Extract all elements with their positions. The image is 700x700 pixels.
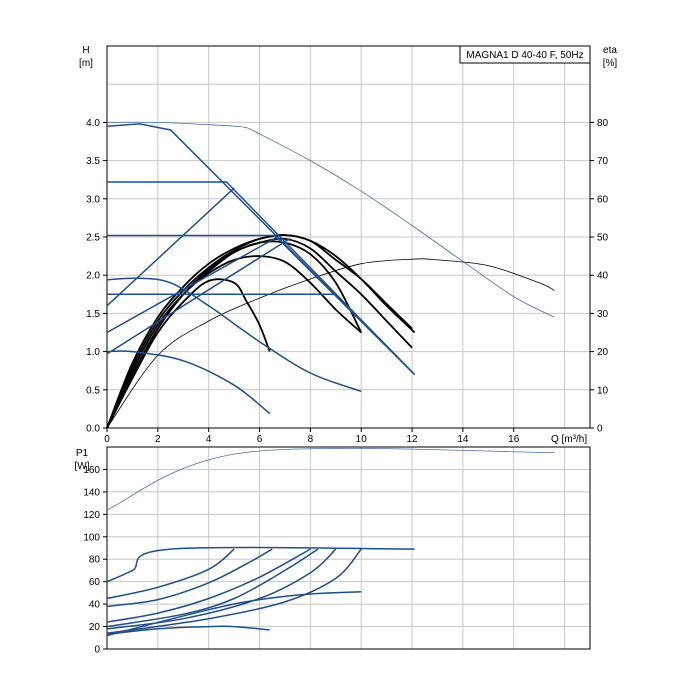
flow-ticks: 0 2 4 6 8 10 12 14 16 bbox=[104, 428, 520, 445]
power-axis-label: P1 bbox=[76, 448, 89, 459]
eta-ticks: 0 10 20 30 40 50 60 70 80 bbox=[590, 118, 609, 435]
power-tick-label: 60 bbox=[89, 577, 101, 588]
power-curve bbox=[106, 625, 270, 636]
chart-title: MAGNA1 D 40-40 F, 50Hz bbox=[466, 50, 583, 61]
eta-tick-label: 10 bbox=[597, 385, 609, 396]
power-tick-label: 160 bbox=[83, 465, 100, 476]
power-tick-label: 0 bbox=[94, 645, 100, 656]
eta-tick-label: 70 bbox=[597, 156, 609, 167]
pump-curve bbox=[106, 236, 278, 334]
max-curve bbox=[106, 121, 555, 318]
flow-tick-label: 10 bbox=[356, 434, 368, 445]
eta-axis-label: eta bbox=[603, 45, 617, 56]
pump-curve bbox=[106, 237, 291, 355]
eta-tick-label: 40 bbox=[597, 271, 609, 282]
power-tick-label: 100 bbox=[83, 532, 100, 543]
head-tick-label: 2.5 bbox=[86, 233, 100, 244]
curves-layer bbox=[106, 121, 555, 429]
power-curve bbox=[106, 548, 235, 600]
head-tick-label: 0.5 bbox=[86, 385, 100, 396]
flow-tick-label: 4 bbox=[206, 434, 212, 445]
head-tick-label: 1.0 bbox=[86, 347, 100, 358]
efficiency-curve bbox=[106, 258, 555, 429]
pump-curve bbox=[106, 123, 416, 376]
flow-tick-label: 0 bbox=[104, 434, 110, 445]
flow-tick-label: 6 bbox=[257, 434, 263, 445]
flow-tick-label: 16 bbox=[508, 434, 520, 445]
power-curves-layer bbox=[106, 447, 555, 637]
flow-axis-label: Q [m³/h] bbox=[551, 434, 587, 445]
eta-tick-label: 30 bbox=[597, 309, 609, 320]
head-axis-label: H bbox=[82, 45, 89, 56]
head-grid bbox=[107, 46, 590, 428]
flow-tick-label: 12 bbox=[406, 434, 418, 445]
head-tick-label: 3.5 bbox=[86, 156, 100, 167]
pump-curve bbox=[106, 350, 271, 415]
eta-tick-label: 60 bbox=[597, 194, 609, 205]
flow-tick-label: 2 bbox=[155, 434, 161, 445]
efficiency-curve bbox=[106, 278, 271, 429]
eta-tick-label: 50 bbox=[597, 233, 609, 244]
efficiency-curve bbox=[106, 255, 362, 429]
power-curve bbox=[106, 447, 555, 511]
flow-tick-label: 8 bbox=[308, 434, 314, 445]
power-plot-frame bbox=[106, 446, 591, 650]
title-box bbox=[459, 45, 591, 64]
power-tick-label: 80 bbox=[89, 555, 101, 566]
head-ticks: 0.0 0.5 1.0 1.5 2.0 2.5 3.0 3.5 4.0 bbox=[86, 118, 107, 435]
eta-tick-label: 0 bbox=[597, 424, 603, 435]
power-tick-label: 40 bbox=[89, 600, 101, 611]
power-ticks: 0 20 40 60 80 100 120 140 160 bbox=[83, 465, 107, 656]
power-tick-label: 120 bbox=[83, 510, 100, 521]
power-tick-label: 140 bbox=[83, 487, 100, 498]
power-axis-unit: [W] bbox=[75, 461, 90, 472]
power-curve bbox=[106, 546, 415, 583]
power-curve bbox=[106, 548, 273, 608]
head-tick-label: 4.0 bbox=[86, 118, 100, 129]
head-tick-label: 0.0 bbox=[86, 424, 100, 435]
power-curve bbox=[106, 548, 311, 623]
pump-curve bbox=[106, 277, 362, 393]
power-curve bbox=[106, 548, 362, 635]
eta-tick-label: 20 bbox=[597, 347, 609, 358]
eta-axis-unit: [%] bbox=[603, 58, 618, 69]
head-tick-label: 1.5 bbox=[86, 309, 100, 320]
power-tick-label: 20 bbox=[89, 622, 101, 633]
head-tick-label: 3.0 bbox=[86, 194, 100, 205]
flow-tick-label: 14 bbox=[457, 434, 469, 445]
head-axis-unit: [m] bbox=[79, 58, 93, 69]
head-tick-label: 2.0 bbox=[86, 271, 100, 282]
power-curve bbox=[106, 591, 362, 637]
power-curve bbox=[106, 548, 319, 628]
eta-tick-label: 80 bbox=[597, 118, 609, 129]
pump-curve bbox=[106, 187, 235, 307]
pump-curve bbox=[107, 181, 416, 376]
